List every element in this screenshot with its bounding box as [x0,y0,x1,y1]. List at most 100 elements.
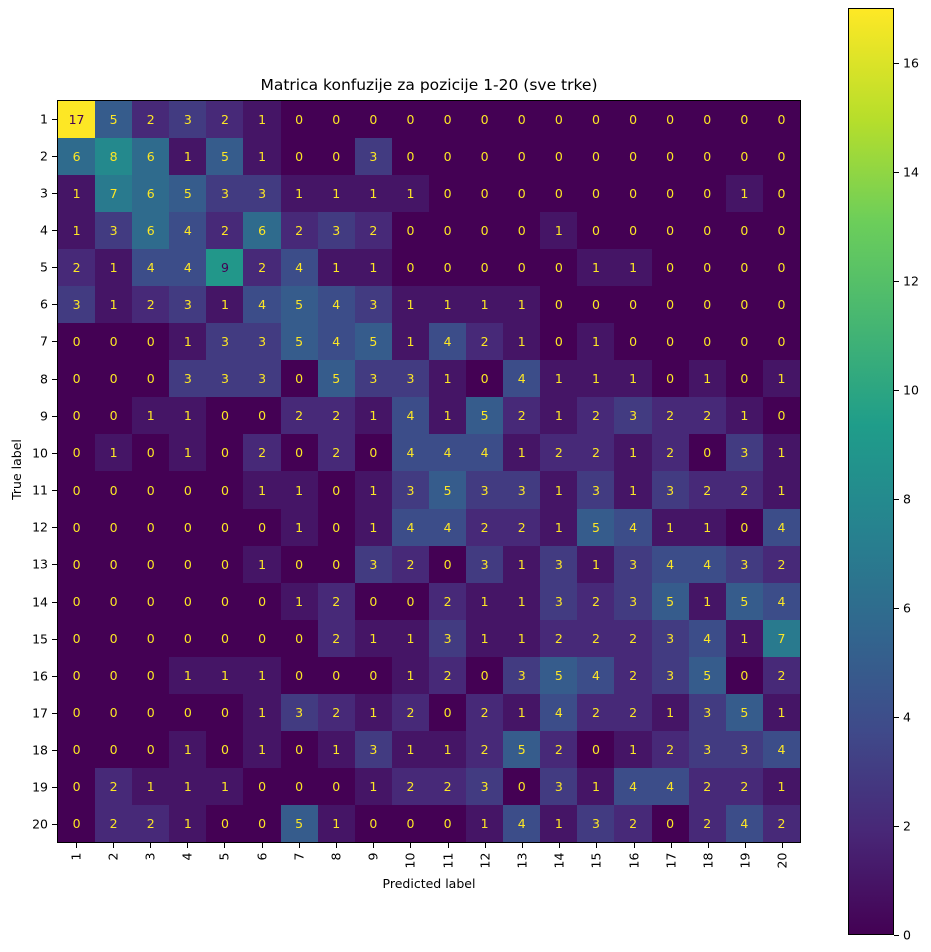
matrix-cell: 0 [132,508,170,546]
matrix-cell: 0 [466,212,504,250]
matrix-cell: 3 [95,212,133,250]
matrix-cell: 0 [317,138,355,176]
matrix-cell: 0 [762,249,800,287]
matrix-cell: 5 [280,804,318,842]
matrix-cell: 3 [540,545,578,583]
matrix-cell: 1 [577,545,615,583]
matrix-cell: 5 [540,656,578,694]
matrix-cell: 0 [466,360,504,398]
y-tick-label: 6 [40,296,48,312]
colorbar-tick-label: 14 [903,164,919,180]
matrix-cell: 0 [58,545,96,583]
matrix-cell: 1 [169,138,207,176]
y-tick-mark [52,267,57,269]
matrix-cell: 2 [762,804,800,842]
matrix-cell: 0 [317,767,355,805]
matrix-cell: 1 [317,804,355,842]
matrix-cell: 4 [725,804,763,842]
matrix-cell: 3 [725,434,763,472]
matrix-cell: 0 [391,212,429,250]
matrix-cell: 3 [169,101,207,139]
matrix-cell: 6 [243,212,281,250]
matrix-cell: 0 [206,582,244,620]
matrix-cell: 1 [614,730,652,768]
y-tick-mark [52,527,57,529]
matrix-cell: 4 [428,434,467,472]
y-tick-mark [52,304,57,306]
matrix-cell: 3 [725,545,763,583]
matrix-cell: 0 [58,730,96,768]
matrix-cell: 0 [58,582,96,620]
matrix-cell: 1 [317,249,355,287]
matrix-cell: 1 [540,471,578,509]
matrix-cell: 1 [614,360,652,398]
matrix-cell: 1 [243,730,281,768]
matrix-cell: 1 [243,471,281,509]
matrix-cell: 4 [317,323,355,361]
matrix-cell: 3 [614,545,652,583]
x-tick-label: 3 [142,852,158,860]
matrix-cell: 0 [280,730,318,768]
matrix-cell: 0 [243,508,281,546]
matrix-cell: 3 [577,471,615,509]
matrix-cell: 0 [132,545,170,583]
matrix-cell: 0 [577,138,615,176]
matrix-cell: 1 [503,323,541,361]
matrix-cell: 5 [280,323,318,361]
matrix-cell: 0 [243,619,281,657]
matrix-cell: 0 [132,693,170,731]
matrix-cell: 4 [391,434,429,472]
matrix-cell: 4 [503,360,541,398]
matrix-cell: 0 [206,804,244,842]
matrix-cell: 0 [243,804,281,842]
matrix-cell: 0 [577,212,615,250]
matrix-cell: 3 [243,323,281,361]
matrix-cell: 0 [280,656,318,694]
matrix-cell: 1 [132,397,170,435]
colorbar-tick-mark [894,825,899,827]
matrix-cell: 6 [132,212,170,250]
matrix-cell: 0 [725,249,763,287]
matrix-cell: 0 [503,249,541,287]
matrix-cell: 0 [577,175,615,213]
colorbar-tick-label: 12 [903,273,919,289]
matrix-cell: 3 [354,545,392,583]
matrix-cell: 1 [243,138,281,176]
matrix-cell: 0 [58,656,96,694]
y-tick-mark [52,787,57,789]
matrix-cell: 3 [243,175,281,213]
matrix-cell: 0 [354,656,392,694]
matrix-cell: 1 [540,360,578,398]
matrix-cell: 2 [317,397,355,435]
matrix-cell: 4 [614,508,652,546]
matrix-cell: 0 [243,397,281,435]
x-tick-label: 5 [216,852,232,860]
matrix-cell: 1 [354,619,392,657]
matrix-cell: 2 [688,397,726,435]
matrix-cell: 2 [95,804,133,842]
matrix-cell: 0 [317,101,355,139]
colorbar-tick-mark [894,935,899,936]
matrix-cell: 0 [725,323,763,361]
matrix-cell: 5 [725,582,763,620]
colorbar-tick-label: 10 [903,382,919,398]
matrix-cell: 0 [466,249,504,287]
matrix-cell: 3 [540,767,578,805]
matrix-cell: 0 [688,249,726,287]
matrix-cell: 1 [243,545,281,583]
matrix-cell: 2 [540,619,578,657]
matrix-cell: 5 [725,693,763,731]
matrix-cell: 1 [391,619,429,657]
matrix-cell: 0 [725,656,763,694]
matrix-cell: 4 [169,249,207,287]
y-axis-label: True label [8,439,24,500]
matrix-cell: 2 [577,619,615,657]
matrix-cell: 2 [688,767,726,805]
matrix-cell: 0 [95,471,133,509]
matrix-cell: 2 [132,286,170,324]
matrix-cell: 2 [614,693,652,731]
matrix-cell: 3 [540,582,578,620]
matrix-cell: 2 [577,693,615,731]
matrix-cell: 2 [243,434,281,472]
matrix-cell: 0 [132,730,170,768]
